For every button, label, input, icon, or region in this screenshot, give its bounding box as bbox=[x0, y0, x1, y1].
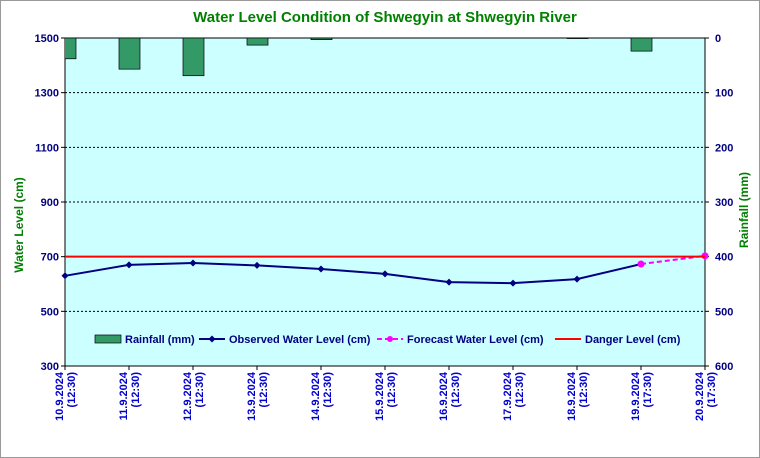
x-tick-label: 19.9.2024(17:30) bbox=[630, 371, 654, 421]
legend-label: Danger Level (cm) bbox=[585, 334, 681, 346]
point bbox=[253, 261, 261, 269]
point bbox=[189, 259, 197, 267]
y2-axis-label: Rainfall (mm) bbox=[737, 172, 751, 248]
y2-tick-label: 100 bbox=[715, 88, 733, 100]
legend-swatch bbox=[94, 334, 122, 344]
x-tick-label: 11.9.2024(12:30) bbox=[118, 371, 142, 420]
point bbox=[317, 265, 325, 273]
y2-tick-label: 600 bbox=[715, 361, 733, 373]
series-line bbox=[640, 254, 706, 266]
point bbox=[637, 260, 645, 268]
x-tick-label: 16.9.2024(12:30) bbox=[438, 371, 462, 421]
rain-bar bbox=[566, 38, 589, 39]
y-tick-label: 1300 bbox=[35, 88, 59, 100]
y-tick-label: 900 bbox=[41, 197, 59, 209]
point bbox=[509, 279, 517, 287]
y2-tick-label: 0 bbox=[715, 33, 721, 45]
rain-bar bbox=[246, 38, 269, 46]
chart-title: Water Level Condition of Shwegyin at Shw… bbox=[193, 9, 577, 26]
x-tick-label: 10.9.2024(12:30) bbox=[54, 371, 78, 421]
y-tick-label: 500 bbox=[41, 306, 59, 318]
legend-label: Rainfall (mm) bbox=[125, 334, 195, 346]
x-tick-label: 12.9.2024(12:30) bbox=[182, 371, 206, 421]
x-tick-label: 14.9.2024(12:30) bbox=[310, 371, 334, 421]
legend-label: Observed Water Level (cm) bbox=[229, 334, 371, 346]
x-tick-label: 13.9.2024(12:30) bbox=[246, 371, 270, 421]
y2-tick-label: 500 bbox=[715, 306, 733, 318]
legend-label: Forecast Water Level (cm) bbox=[407, 334, 544, 346]
y2-tick-label: 200 bbox=[715, 142, 733, 154]
point bbox=[125, 261, 133, 269]
series-line bbox=[64, 261, 642, 285]
y-tick-label: 700 bbox=[41, 252, 59, 264]
rain-bar bbox=[310, 38, 333, 40]
rain-bar bbox=[182, 38, 205, 77]
y-axis-label: Water Level (cm) bbox=[12, 177, 26, 273]
y2-tick-label: 400 bbox=[715, 252, 733, 264]
legend-marker bbox=[208, 335, 216, 343]
rain-bar bbox=[118, 38, 141, 70]
y-tick-label: 1500 bbox=[35, 33, 59, 45]
legend-marker bbox=[387, 336, 393, 342]
point bbox=[381, 270, 389, 278]
y-tick-label: 300 bbox=[41, 361, 59, 373]
rain-bar bbox=[630, 38, 653, 52]
y2-tick-label: 300 bbox=[715, 197, 733, 209]
rain-bar bbox=[65, 38, 77, 60]
x-tick-label: 20.9.2024(17:30) bbox=[694, 371, 718, 421]
point bbox=[445, 278, 453, 286]
x-tick-label: 17.9.2024(12:30) bbox=[502, 371, 526, 421]
x-tick-label: 18.9.2024(12:30) bbox=[566, 371, 590, 421]
point bbox=[61, 272, 69, 280]
point bbox=[573, 275, 581, 283]
x-tick-label: 15.9.2024(12:30) bbox=[374, 371, 398, 421]
y-tick-label: 1100 bbox=[35, 142, 59, 154]
